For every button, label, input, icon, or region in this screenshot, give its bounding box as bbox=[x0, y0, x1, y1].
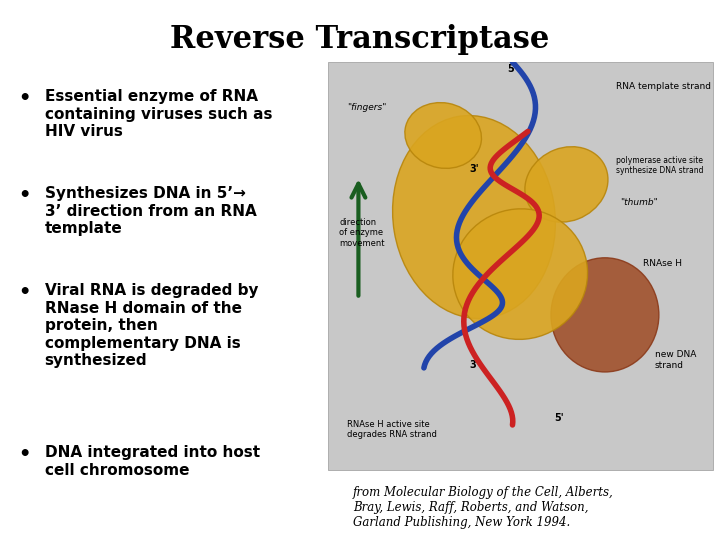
Text: new DNA
strand: new DNA strand bbox=[655, 350, 696, 370]
Text: RNA template strand: RNA template strand bbox=[616, 83, 711, 91]
Text: DNA integrated into host
cell chromosome: DNA integrated into host cell chromosome bbox=[45, 446, 260, 478]
Text: "fingers": "fingers" bbox=[347, 103, 386, 112]
Text: Synthesizes DNA in 5’→
3’ direction from an RNA
template: Synthesizes DNA in 5’→ 3’ direction from… bbox=[45, 186, 256, 236]
Ellipse shape bbox=[392, 116, 555, 319]
Text: Reverse Transcriptase: Reverse Transcriptase bbox=[171, 24, 549, 55]
Text: from Molecular Biology of the Cell, Alberts,
Bray, Lewis, Raff, Roberts, and Wat: from Molecular Biology of the Cell, Albe… bbox=[353, 486, 613, 529]
Text: Essential enzyme of RNA
containing viruses such as
HIV virus: Essential enzyme of RNA containing virus… bbox=[45, 89, 272, 139]
Ellipse shape bbox=[453, 209, 588, 339]
Ellipse shape bbox=[525, 147, 608, 222]
Text: RNAse H active site
degrades RNA strand: RNAse H active site degrades RNA strand bbox=[347, 420, 437, 439]
Text: •: • bbox=[18, 446, 30, 464]
Text: polymerase active site
synthesize DNA strand: polymerase active site synthesize DNA st… bbox=[616, 156, 704, 176]
Text: •: • bbox=[18, 284, 30, 302]
Text: 5': 5' bbox=[508, 64, 517, 75]
Bar bbox=[328, 62, 713, 470]
Text: •: • bbox=[18, 89, 30, 108]
Ellipse shape bbox=[405, 103, 482, 168]
Text: RNAse H: RNAse H bbox=[644, 259, 683, 268]
Text: 3': 3' bbox=[469, 360, 479, 370]
Text: •: • bbox=[18, 186, 30, 205]
Text: 5': 5' bbox=[554, 413, 564, 423]
Text: direction
of enzyme
movement: direction of enzyme movement bbox=[339, 218, 384, 247]
Ellipse shape bbox=[551, 258, 659, 372]
Text: 3': 3' bbox=[469, 164, 479, 174]
Text: "thumb": "thumb" bbox=[621, 198, 658, 207]
Text: Viral RNA is degraded by
RNase H domain of the
protein, then
complementary DNA i: Viral RNA is degraded by RNase H domain … bbox=[45, 284, 258, 368]
